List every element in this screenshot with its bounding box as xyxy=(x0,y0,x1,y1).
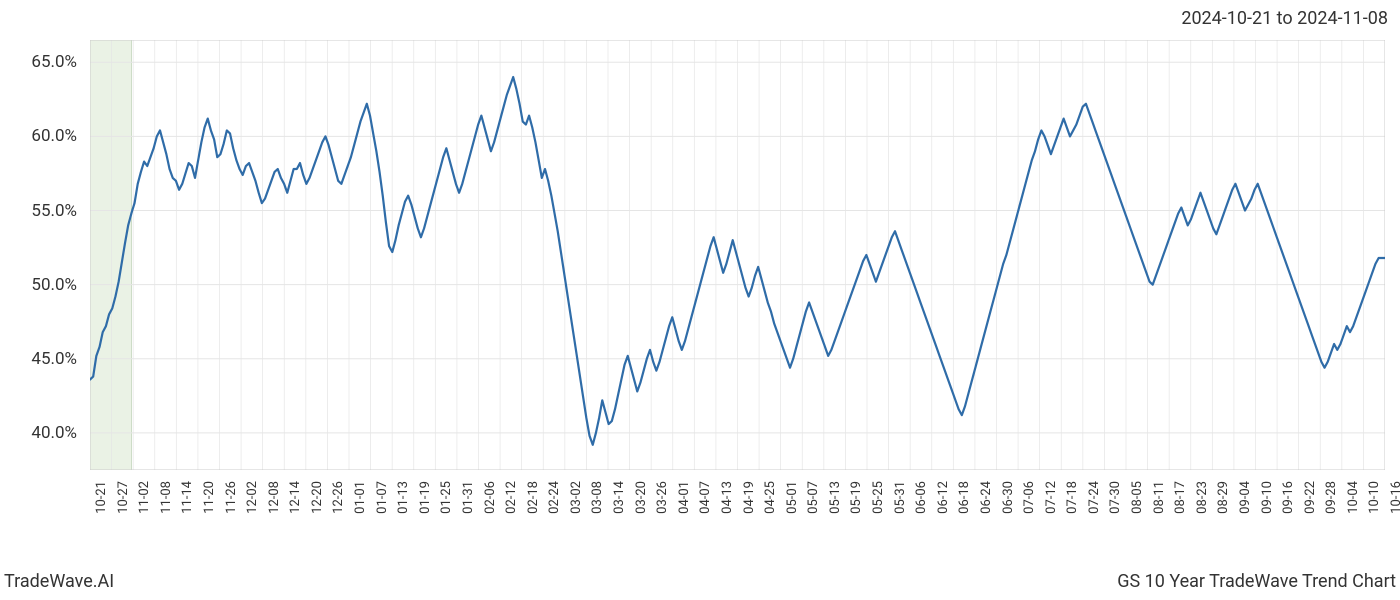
x-tick-label: 04-07 xyxy=(698,481,713,514)
y-tick-label: 50.0% xyxy=(31,275,77,295)
x-tick-label: 10-04 xyxy=(1346,481,1361,514)
x-tick-label: 01-13 xyxy=(396,481,411,514)
x-tick-label: 06-12 xyxy=(936,481,951,514)
x-tick-label: 02-18 xyxy=(526,481,541,514)
y-tick-label: 55.0% xyxy=(31,201,77,221)
y-tick-label: 45.0% xyxy=(31,349,77,369)
x-tick-label: 03-20 xyxy=(634,481,649,514)
x-tick-label: 05-25 xyxy=(871,481,886,514)
x-tick-label: 01-25 xyxy=(439,481,454,514)
x-tick-label: 06-18 xyxy=(957,481,972,514)
x-tick-label: 01-31 xyxy=(461,481,476,514)
x-tick-label: 09-10 xyxy=(1260,481,1275,514)
x-tick-label: 02-06 xyxy=(483,481,498,514)
y-tick-label: 40.0% xyxy=(31,423,77,443)
x-tick-label: 10-21 xyxy=(94,481,109,514)
x-tick-label: 09-22 xyxy=(1303,481,1318,514)
x-tick-label: 08-11 xyxy=(1152,481,1167,514)
x-tick-label: 03-08 xyxy=(590,481,605,514)
x-tick-label: 11-26 xyxy=(224,481,239,514)
chart-container: 2024-10-21 to 2024-11-08 40.0% 45.0% 50.0%… xyxy=(0,0,1400,600)
x-tick-label: 12-20 xyxy=(310,481,325,514)
x-tick-label: 05-13 xyxy=(828,481,843,514)
x-tick-label: 07-30 xyxy=(1108,481,1123,514)
x-tick-label: 09-28 xyxy=(1324,481,1339,514)
x-tick-label: 08-17 xyxy=(1173,481,1188,514)
x-tick-label: 12-02 xyxy=(245,481,260,514)
x-tick-label: 11-08 xyxy=(159,481,174,514)
x-tick-label: 05-31 xyxy=(893,481,908,514)
x-tick-label: 05-07 xyxy=(806,481,821,514)
x-tick-label: 01-01 xyxy=(353,481,368,514)
x-tick-label: 06-30 xyxy=(1001,481,1016,514)
x-tick-label: 04-25 xyxy=(763,481,778,514)
x-tick-label: 03-26 xyxy=(655,481,670,514)
y-tick-label: 60.0% xyxy=(31,126,77,146)
x-tick-label: 12-26 xyxy=(331,481,346,514)
y-tick-label: 65.0% xyxy=(31,52,77,72)
x-tick-label: 08-05 xyxy=(1130,481,1145,514)
x-tick-label: 11-14 xyxy=(180,481,195,514)
x-tick-label: 02-24 xyxy=(547,481,562,514)
x-tick-label: 11-20 xyxy=(202,481,217,514)
x-tick-label: 07-06 xyxy=(1022,481,1037,514)
x-tick-label: 07-24 xyxy=(1087,481,1102,514)
x-tick-label: 12-14 xyxy=(288,481,303,514)
x-tick-label: 05-01 xyxy=(785,481,800,514)
x-tick-label: 07-18 xyxy=(1065,481,1080,514)
x-tick-label: 10-10 xyxy=(1367,481,1382,514)
highlight-band xyxy=(90,40,131,470)
x-tick-label: 11-02 xyxy=(137,481,152,514)
plot-area xyxy=(90,40,1385,470)
x-tick-label: 10-27 xyxy=(116,481,131,514)
x-tick-label: 05-19 xyxy=(849,481,864,514)
x-tick-label: 01-07 xyxy=(375,481,390,514)
x-tick-label: 12-08 xyxy=(267,481,282,514)
x-tick-label: 08-23 xyxy=(1195,481,1210,514)
footer-brand: TradeWave.AI xyxy=(4,571,114,592)
x-tick-label: 04-19 xyxy=(742,481,757,514)
y-axis: 40.0% 45.0% 50.0% 55.0% 60.0% 65.0% xyxy=(0,40,85,470)
date-range-label: 2024-10-21 to 2024-11-08 xyxy=(1181,8,1388,29)
chart-svg xyxy=(90,40,1385,470)
x-tick-label: 09-04 xyxy=(1238,481,1253,514)
x-tick-label: 02-12 xyxy=(504,481,519,514)
x-tick-label: 01-19 xyxy=(418,481,433,514)
x-tick-label: 04-01 xyxy=(677,481,692,514)
x-tick-label: 03-02 xyxy=(569,481,584,514)
footer-title: GS 10 Year TradeWave Trend Chart xyxy=(1117,571,1396,592)
x-tick-label: 09-16 xyxy=(1281,481,1296,514)
x-tick-label: 04-13 xyxy=(720,481,735,514)
x-axis: 10-21 10-27 11-02 11-08 11-14 11-20 11-26 12-02… xyxy=(90,475,1385,565)
x-tick-label: 10-16 xyxy=(1389,481,1400,514)
x-tick-label: 08-29 xyxy=(1216,481,1231,514)
x-tick-label: 06-24 xyxy=(979,481,994,514)
x-tick-label: 07-12 xyxy=(1044,481,1059,514)
x-tick-label: 06-06 xyxy=(914,481,929,514)
x-tick-label: 03-14 xyxy=(612,481,627,514)
